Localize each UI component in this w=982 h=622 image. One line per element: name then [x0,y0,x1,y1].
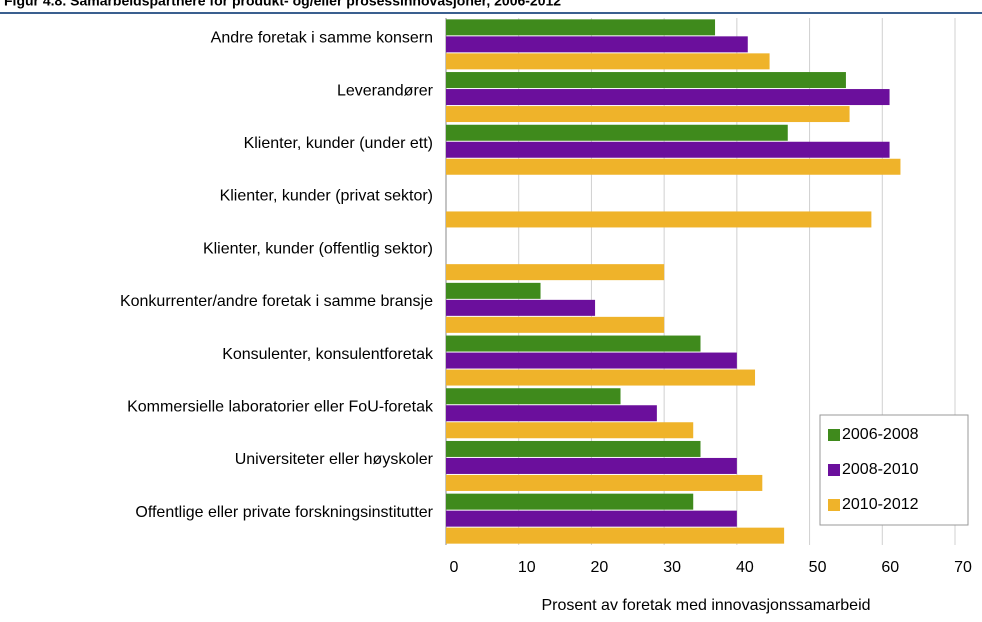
x-tick-label: 70 [954,559,972,576]
y-tick-label: Konkurrenter/andre foretak i samme brans… [120,293,433,310]
bar [446,457,737,474]
y-tick-label: Kommersielle laboratorier eller FoU-fore… [127,398,434,415]
y-tick-label: Andre foretak i samme konsern [211,30,433,47]
legend-swatch [828,464,840,476]
chart-title: Figur 4.8. Samarbeidspartnere for produk… [4,0,561,9]
bar [446,36,748,53]
bar [446,124,788,141]
bar [446,388,621,405]
x-tick-label: 0 [450,559,459,576]
bar [446,89,890,106]
bar [446,510,737,527]
bar [446,282,541,299]
bar [446,440,701,457]
x-tick-label: 40 [736,559,754,576]
x-tick-label: 10 [518,559,536,576]
y-tick-label: Universiteter eller høyskoler [235,451,434,468]
x-tick-label: 20 [591,559,609,576]
bar [446,211,872,228]
y-tick-label: Klienter, kunder (privat sektor) [220,188,433,205]
x-tick-label: 50 [809,559,827,576]
bar [446,264,665,281]
bar [446,493,694,510]
bar [446,335,701,352]
bar [446,53,770,70]
bar [446,352,737,369]
y-tick-label: Konsulenter, konsulentforetak [222,346,434,363]
bar [446,422,694,439]
bar [446,527,785,544]
bar [446,299,596,316]
legend-label: 2008-2010 [842,461,919,478]
bar [446,369,756,386]
y-tick-label: Klienter, kunder (under ett) [244,135,433,152]
bar [446,72,846,89]
legend-swatch [828,429,840,441]
bar [446,316,665,333]
bar [446,405,657,422]
bar [446,141,890,158]
legend-swatch [828,499,840,511]
bar [446,158,901,175]
y-tick-label: Leverandører [337,82,434,99]
legend-label: 2006-2008 [842,426,919,443]
x-axis-label: Prosent av foretak med innovasjonssamarb… [541,597,870,614]
bar [446,474,763,491]
bar [446,19,716,36]
y-tick-label: Klienter, kunder (offentlig sektor) [203,240,433,257]
legend-box [819,414,969,526]
x-tick-label: 30 [663,559,681,576]
bar [446,106,850,123]
legend-label: 2010-2012 [842,496,919,513]
x-tick-label: 60 [881,559,899,576]
y-tick-label: Offentlige eller private forskningsinsti… [135,504,433,521]
